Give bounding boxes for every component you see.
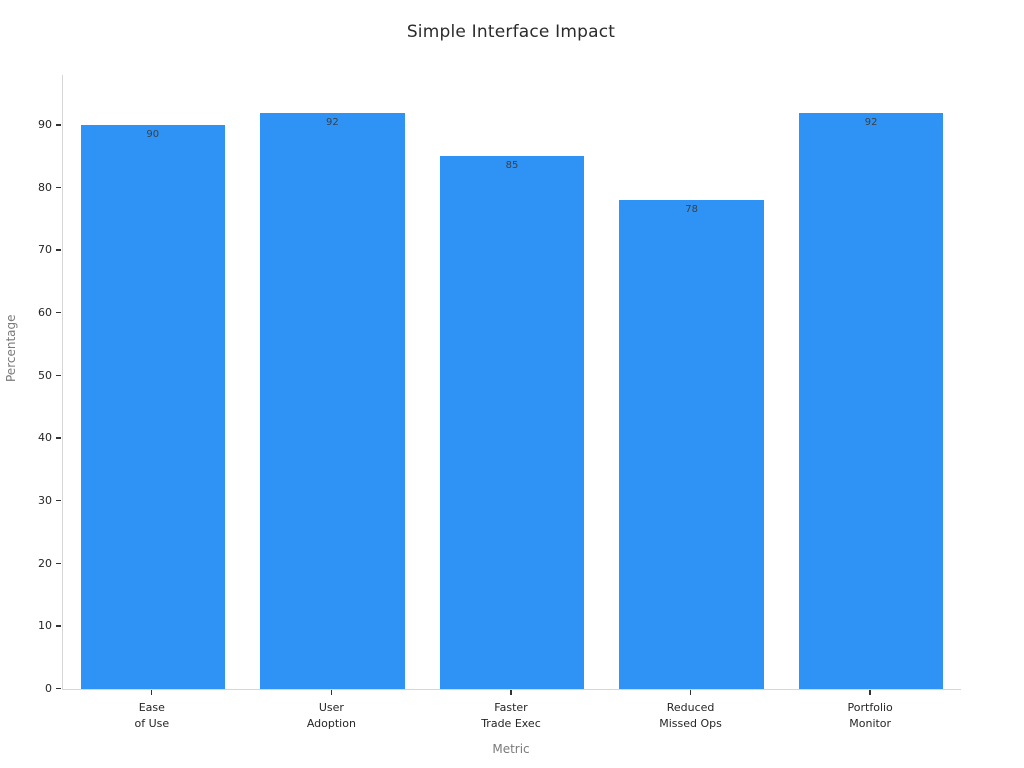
y-tick-label: 90: [38, 118, 52, 132]
bar: 78: [619, 200, 764, 689]
x-tick-label: Portfolio Monitor: [847, 701, 893, 730]
x-tick-label: Reduced Missed Ops: [659, 701, 722, 730]
bar-value-label: 78: [685, 204, 698, 216]
y-tick-mark: [56, 625, 61, 627]
bar-value-label: 92: [864, 116, 878, 128]
x-tick: Ease of Use: [62, 690, 242, 732]
x-axis-title: Metric: [492, 742, 530, 756]
x-tick-mark: [510, 690, 512, 695]
bar-cell: 92: [243, 75, 423, 689]
y-tick-mark: [56, 186, 61, 189]
y-tick-label: 70: [38, 243, 52, 257]
bar-cell: 85: [422, 75, 602, 689]
bar-cell: 78: [602, 75, 782, 689]
y-tick-mark: [56, 124, 61, 126]
y-tick-mark: [56, 249, 61, 251]
y-tick-mark: [56, 374, 61, 377]
y-tick-label: 50: [38, 368, 52, 382]
bar: 85: [439, 156, 585, 689]
x-tick-label: Ease of Use: [134, 701, 170, 730]
y-tick-label: 10: [38, 619, 52, 633]
bars-row: 90 92 85 78 92: [63, 75, 961, 689]
y-tick-label: 40: [38, 431, 52, 445]
bar: 92: [260, 112, 405, 689]
x-tick: Reduced Missed Ops: [601, 690, 781, 732]
y-tick-label: 80: [38, 180, 52, 194]
y-axis-title: Percentage: [4, 314, 18, 382]
bar-value-label: 90: [146, 129, 160, 141]
x-tick-mark: [151, 690, 153, 695]
y-tick-label: 0: [45, 682, 52, 695]
bar-value-label: 85: [505, 160, 519, 172]
y-tick-mark: [56, 500, 61, 502]
x-tick-label: Faster Trade Exec: [481, 701, 541, 730]
y-tick-mark: [56, 688, 61, 690]
x-tick-mark: [869, 690, 871, 695]
bar-cell: 92: [781, 75, 961, 689]
x-tick: User Adoption: [242, 690, 422, 732]
x-tick-mark: [689, 690, 692, 695]
x-tick-mark: [330, 690, 333, 695]
x-axis: Ease of Use User Adoption Faster Trade Exe…: [62, 690, 960, 732]
y-tick-label: 30: [38, 494, 52, 508]
bar-value-label: 92: [326, 116, 339, 128]
y-tick-mark: [56, 562, 61, 565]
x-tick: Faster Trade Exec: [421, 690, 601, 732]
x-tick: Portfolio Monitor: [780, 690, 960, 732]
y-tick-label: 20: [38, 556, 52, 570]
bar: 92: [798, 112, 944, 689]
plot-area: 90 92 85 78 92: [62, 75, 961, 690]
x-tick-label: User Adoption: [306, 701, 356, 730]
y-tick-mark: [56, 312, 61, 314]
bar-cell: 90: [63, 75, 243, 689]
bar: 90: [80, 125, 226, 689]
y-tick-label: 60: [38, 306, 52, 320]
y-tick-mark: [56, 437, 61, 439]
chart-title: Simple Interface Impact: [406, 22, 616, 42]
